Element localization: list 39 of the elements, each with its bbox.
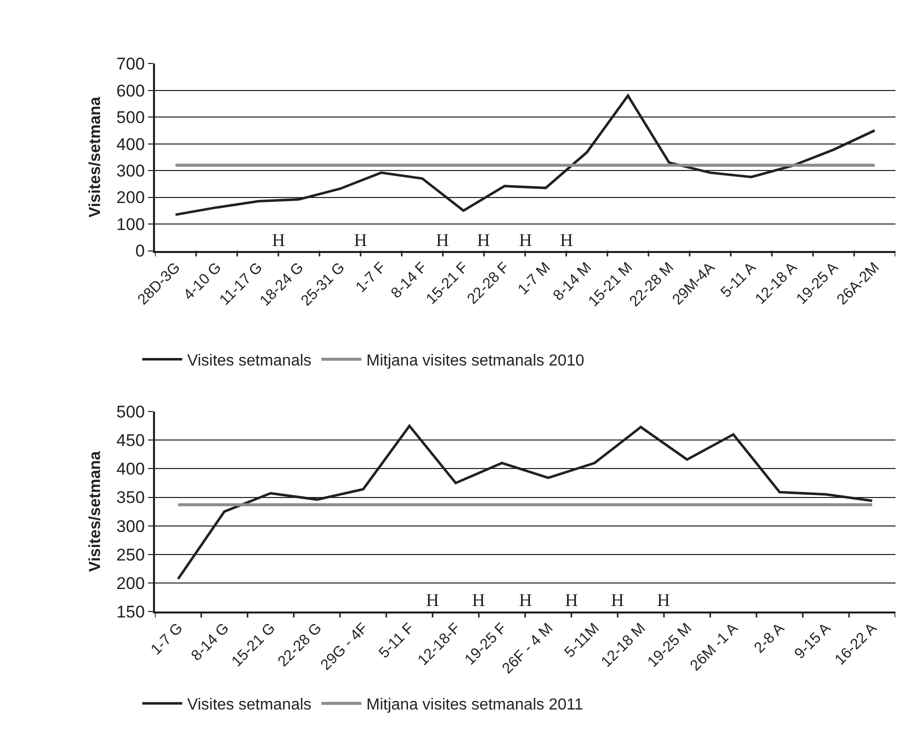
y-tick-label: 700: [116, 54, 145, 74]
y-tick-label: 250: [116, 545, 145, 564]
legend-label: Visites setmanals: [187, 352, 312, 370]
annotation: H: [519, 230, 532, 250]
x-tick-label: 1-7 M: [514, 259, 554, 298]
y-tick-label: 400: [116, 460, 145, 479]
y-tick-label: 200: [116, 574, 145, 593]
y-tick-label: 350: [116, 488, 145, 508]
x-tick-label: 1-7 G: [148, 620, 186, 658]
y-tick-label: 450: [116, 431, 145, 450]
annotation: H: [477, 230, 490, 250]
legend-label: Mitjana visites setmanals 2010: [366, 352, 584, 370]
x-tick-label: 2-8 A: [750, 620, 788, 657]
annotation: H: [472, 590, 485, 610]
y-tick-label: 500: [116, 402, 145, 422]
annotation: H: [611, 590, 624, 610]
y-tick-label: 300: [116, 162, 145, 181]
y-tick-label: 600: [116, 81, 145, 100]
legend-label: Mitjana visites setmanals 2011: [366, 696, 584, 714]
annotation: H: [657, 590, 670, 610]
annotation: H: [560, 230, 573, 250]
y-tick-label: 300: [116, 516, 145, 536]
annotation: H: [565, 590, 578, 610]
annotation: H: [354, 230, 367, 250]
x-tick-label: 5-11 F: [376, 620, 418, 662]
x-tick-label: 1-7 F: [352, 259, 390, 296]
annotation: H: [519, 590, 532, 610]
legend-label: Visites setmanals: [187, 696, 312, 714]
y-tick-label: 0: [135, 242, 145, 261]
annotation: H: [426, 590, 439, 610]
y-tick-label: 500: [116, 108, 145, 128]
y-tick-label: 150: [116, 602, 145, 622]
y-axis-title: Visites/setmana: [86, 451, 104, 572]
y-tick-label: 400: [116, 134, 145, 154]
y-axis-title: Visites/setmana: [86, 96, 104, 218]
annotation: H: [272, 230, 285, 250]
y-tick-label: 200: [116, 188, 145, 208]
annotation: H: [436, 230, 449, 250]
y-tick-label: 100: [116, 214, 145, 234]
